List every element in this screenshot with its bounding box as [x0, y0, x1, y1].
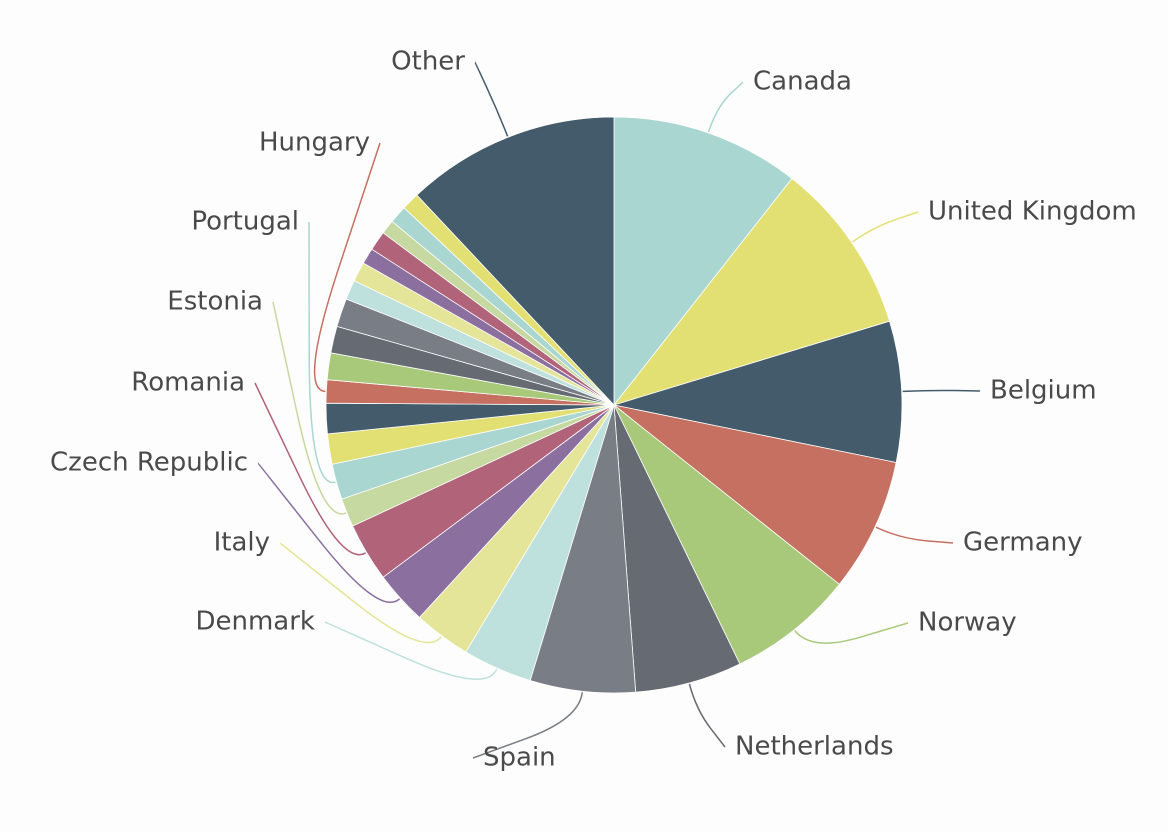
leader-line [308, 221, 336, 484]
leader-line [852, 211, 919, 243]
slice-label: Netherlands [735, 732, 894, 762]
leader-line [902, 389, 981, 393]
slice-label: Czech Republic [50, 448, 248, 478]
slice-label: Germany [963, 528, 1083, 558]
leader-line [324, 621, 498, 680]
slice-label: Portugal [191, 207, 299, 237]
leader-line [794, 622, 909, 644]
leader-line [254, 382, 367, 556]
slice-label: Denmark [195, 607, 315, 637]
slice-label: Norway [918, 608, 1017, 638]
slice-label: Canada [753, 67, 852, 97]
slice-label: Italy [214, 528, 270, 558]
slice-label: Romania [131, 368, 245, 398]
leader-line [474, 61, 509, 137]
slice-label: Belgium [990, 376, 1097, 406]
pie-slice [416, 116, 615, 407]
leader-line [707, 81, 744, 133]
leader-line [688, 683, 726, 748]
pie-slice [613, 404, 897, 585]
leader-line [875, 526, 954, 544]
leader-line [279, 542, 442, 644]
pie-slice [613, 116, 793, 407]
pie-slice [613, 320, 903, 463]
pie-slice [613, 404, 840, 665]
leader-line [313, 142, 381, 393]
slice-label: Other [391, 47, 465, 77]
slice-label: Estonia [167, 287, 263, 317]
slice-label: United Kingdom [928, 197, 1137, 227]
slice-label: Spain [483, 743, 556, 773]
leader-line [257, 462, 401, 604]
pie-slice [612, 177, 891, 406]
leader-line [272, 301, 347, 515]
leader-line [472, 692, 584, 759]
slice-label: Hungary [259, 128, 370, 158]
